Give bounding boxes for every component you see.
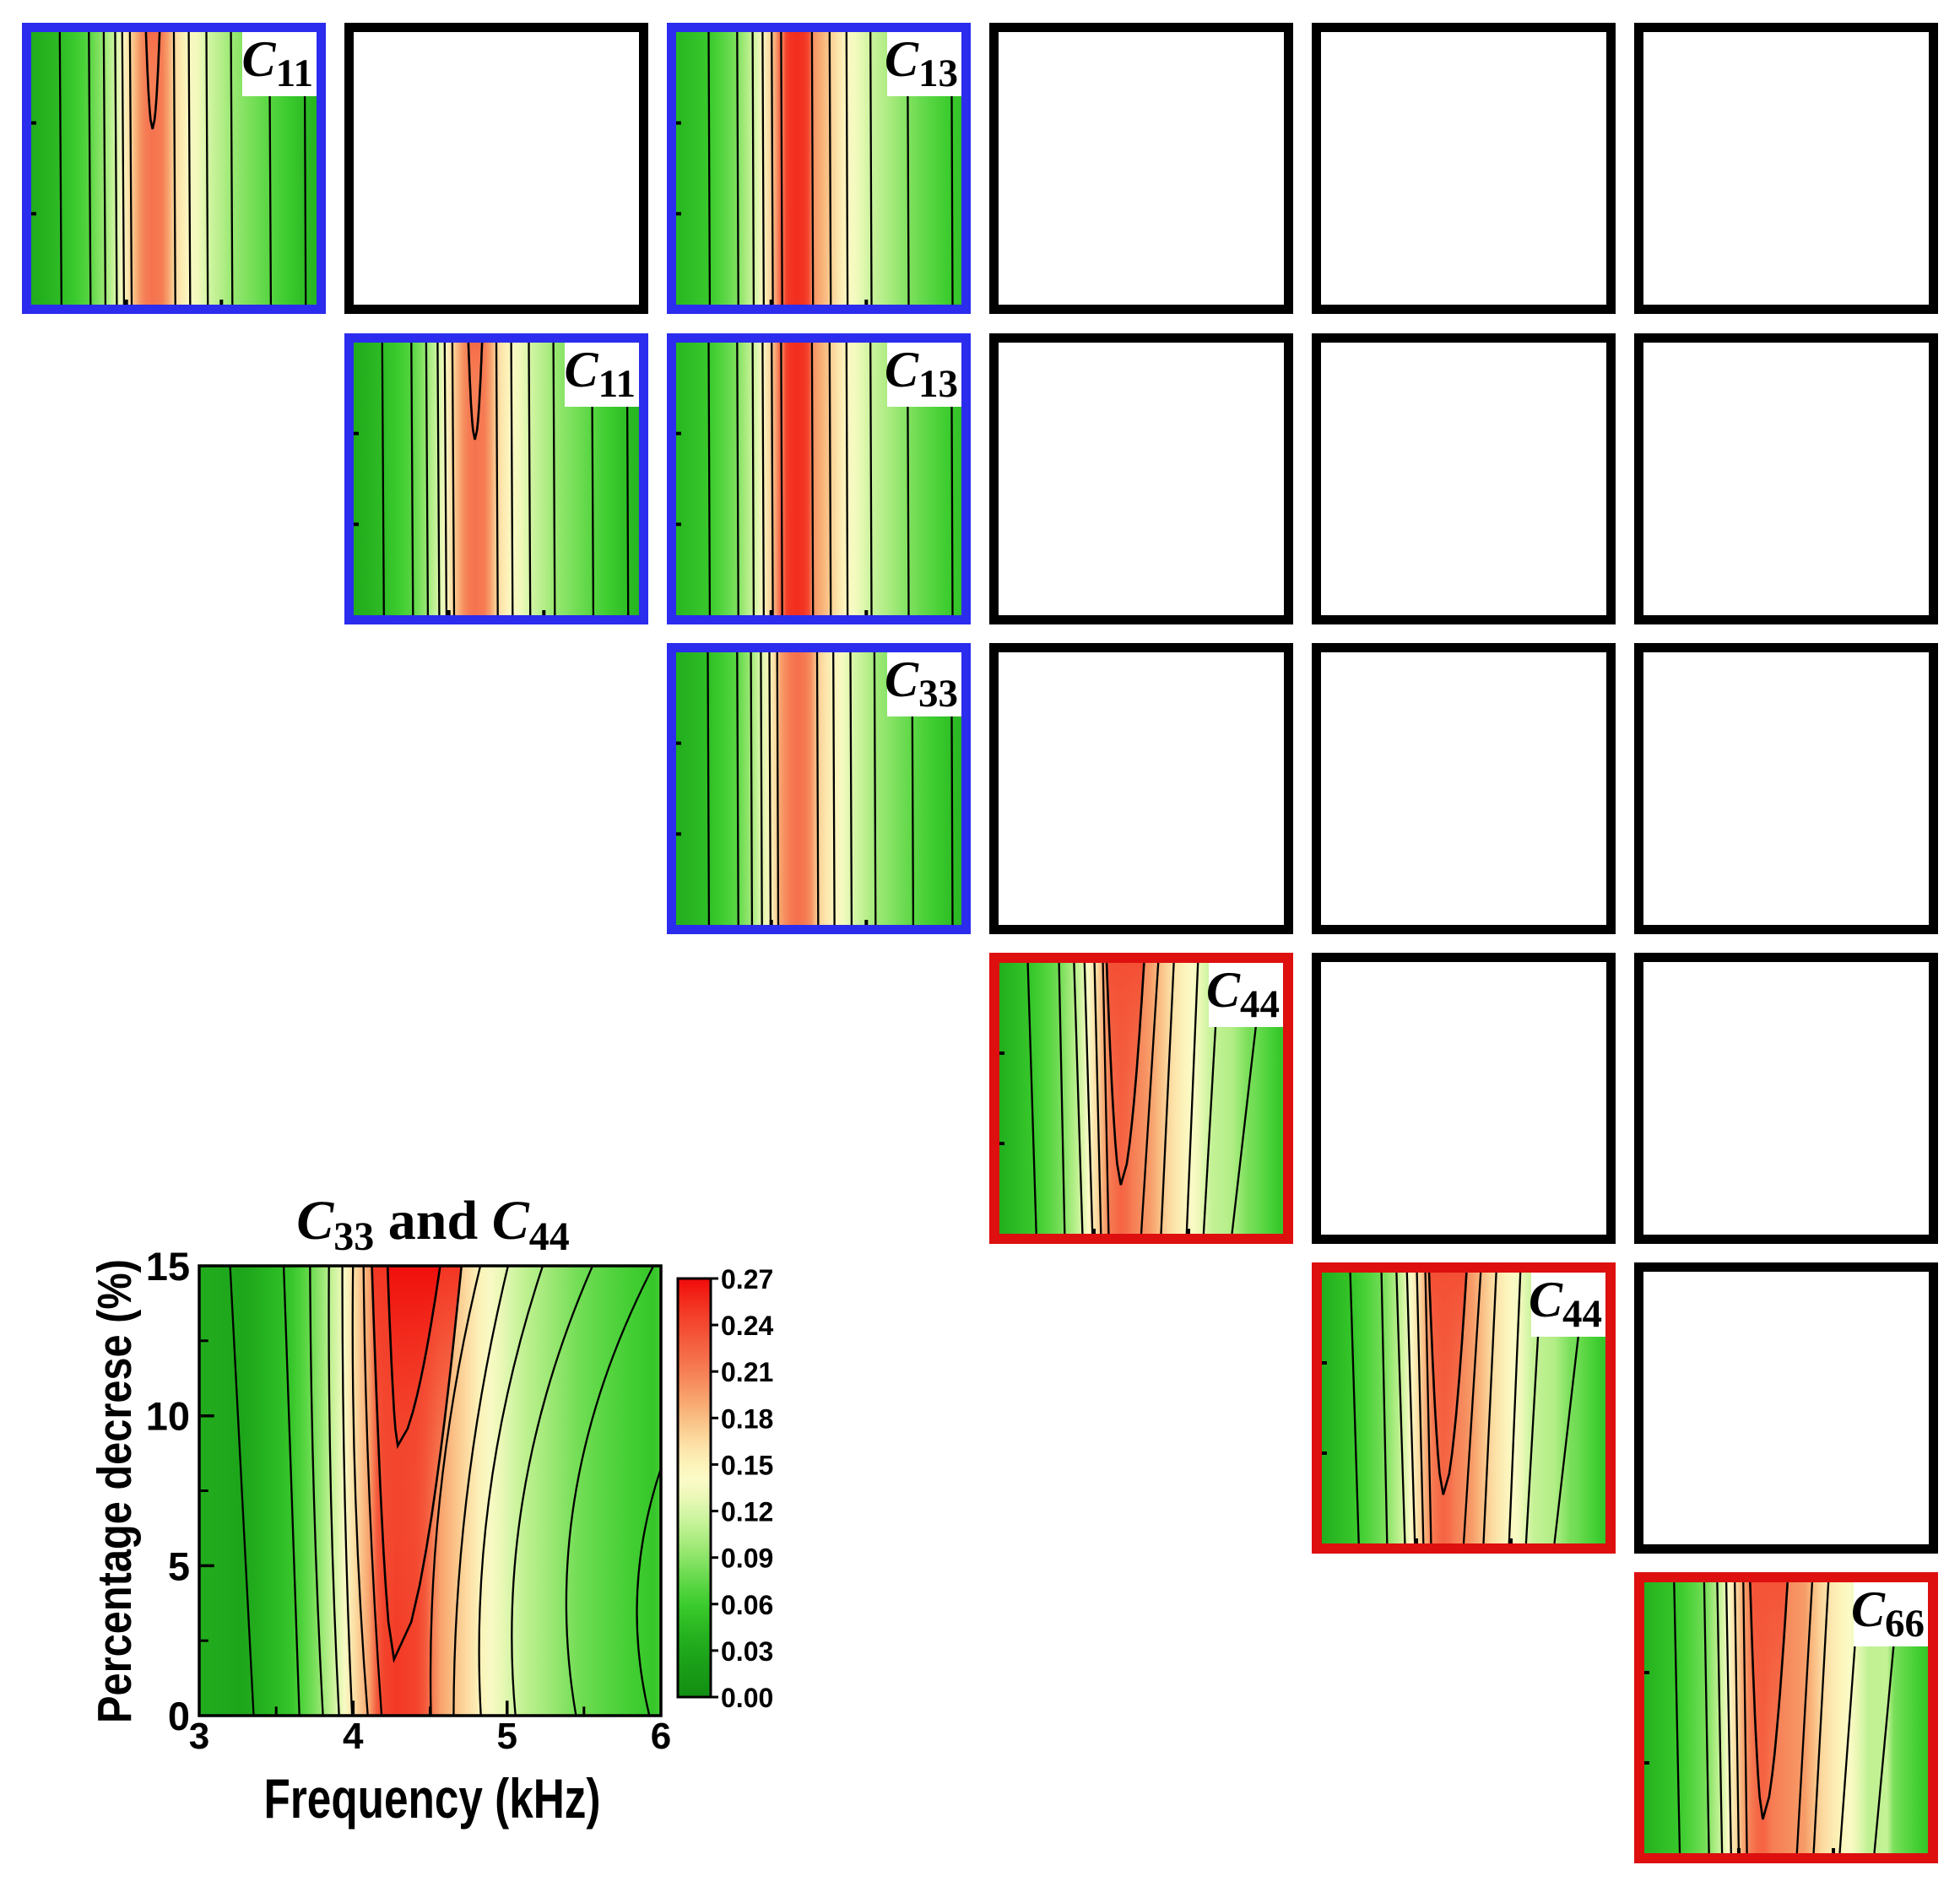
svg-text:0.18: 0.18: [721, 1403, 773, 1434]
svg-text:10: 10: [146, 1394, 190, 1439]
svg-text:0.12: 0.12: [721, 1497, 773, 1527]
svg-text:0.09: 0.09: [721, 1543, 773, 1574]
svg-text:4: 4: [343, 1716, 364, 1757]
svg-text:C11: C11: [242, 31, 313, 95]
svg-text:Percentage decrese (%): Percentage decrese (%): [88, 1259, 142, 1723]
svg-text:0.06: 0.06: [721, 1590, 773, 1620]
svg-text:0.15: 0.15: [721, 1450, 773, 1480]
svg-text:15: 15: [146, 1244, 190, 1289]
svg-text:0.00: 0.00: [721, 1683, 773, 1713]
svg-text:6: 6: [651, 1716, 671, 1757]
svg-text:3: 3: [189, 1716, 209, 1757]
svg-text:0.21: 0.21: [721, 1357, 773, 1387]
svg-text:5: 5: [496, 1716, 517, 1757]
svg-text:0.24: 0.24: [721, 1311, 773, 1341]
svg-text:0: 0: [168, 1694, 190, 1738]
svg-text:C33 and C44: C33 and C44: [296, 1190, 569, 1259]
svg-text:0.03: 0.03: [721, 1636, 773, 1667]
svg-text:0.27: 0.27: [721, 1264, 773, 1295]
svg-text:Frequency (kHz): Frequency (kHz): [264, 1767, 601, 1830]
svg-text:5: 5: [168, 1543, 190, 1588]
